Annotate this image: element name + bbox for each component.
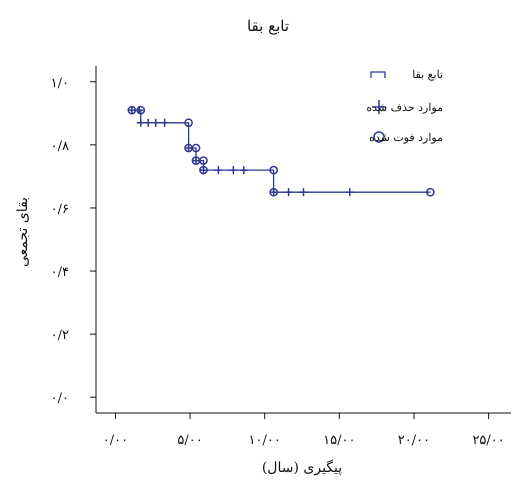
censored-marker [284,188,293,197]
censored-marker [136,118,145,127]
y-tick-label: ۰/۶ [51,202,69,217]
censored-marker [192,156,201,165]
legend-plus-icon [372,100,386,114]
legend-label-survival: تابع بقا [412,68,443,81]
y-axis-ticks: ۰/۰ ۰/۲ ۰/۴ ۰/۶ ۰/۸ ۱/۰ [51,76,96,406]
y-tick-label: ۰/۸ [51,139,69,154]
legend-circle-icon [373,131,385,143]
censored-marker [214,166,223,175]
event-marker [199,165,208,175]
legend-step-icon [370,71,386,78]
censored-marker [269,188,278,197]
event-marker [127,105,137,115]
event-marker [184,118,193,128]
chart-title: تابع بقا [247,17,289,35]
censored-marker [199,166,208,175]
x-tick-label: ۲۵/۰۰ [472,433,504,448]
censored-marker [239,166,248,175]
x-axis-ticks: ۰/۰۰ ۵/۰۰ ۱۰/۰۰ ۱۵/۰۰ ۲۰/۰۰ ۲۵/۰۰ [103,413,505,448]
y-tick-label: ۱/۰ [51,76,69,91]
event-markers [127,105,435,197]
censored-marker [144,118,153,127]
censored-marker [151,118,160,127]
censored-markers [127,106,354,197]
censored-marker [229,166,238,175]
event-marker [199,156,208,165]
censored-marker [299,188,308,197]
legend-label-events: موارد فوت شده [369,131,443,144]
x-axis-label: پیگیری (سال) [262,459,342,476]
x-tick-label: ۰/۰۰ [103,433,128,448]
censored-marker [127,106,136,115]
censored-marker [345,188,354,197]
censored-marker [184,144,193,153]
survival-curve [131,109,431,193]
y-tick-label: ۰/۲ [51,328,69,343]
y-axis-label: بقای تجمعی [15,197,31,267]
x-tick-label: ۱۵/۰۰ [323,433,355,448]
y-tick-label: ۰/۴ [51,265,69,280]
x-tick-label: ۵/۰۰ [177,433,202,448]
y-tick-label: ۰/۰ [51,391,69,406]
event-marker [426,187,435,197]
x-tick-label: ۱۰/۰۰ [249,433,281,448]
legend-label-censored: موارد حذف شده [366,101,443,114]
legend: تابع بقا موارد حذف شده موارد فوت شده [366,68,443,144]
event-marker [269,165,278,175]
event-marker [136,105,146,115]
censored-marker [160,118,169,127]
event-marker [191,143,201,153]
event-marker [269,187,278,197]
x-tick-label: ۲۰/۰۰ [398,433,430,448]
